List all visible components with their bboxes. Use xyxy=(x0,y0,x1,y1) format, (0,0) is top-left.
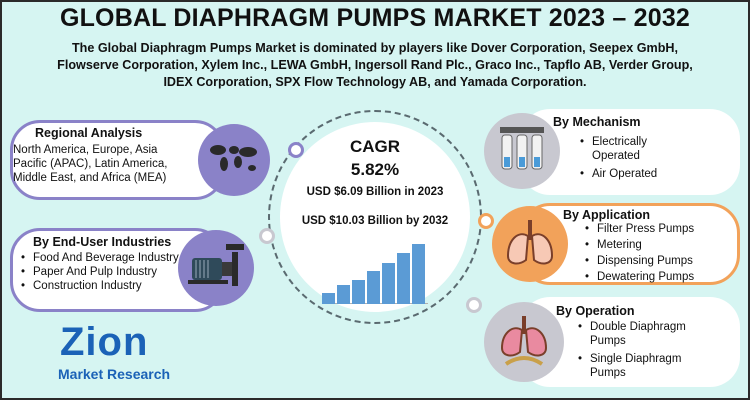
end-user-item: Paper And Pulp Industry xyxy=(21,265,194,279)
regional-line: Pacific (APAC), Latin America, xyxy=(13,158,168,170)
subtitle: The Global Diaphragm Pumps Market is dom… xyxy=(20,40,730,91)
subtitle-line: The Global Diaphragm Pumps Market is dom… xyxy=(71,41,679,55)
chart-bar xyxy=(382,263,395,304)
application-heading: By Application xyxy=(563,208,651,222)
chart-bar xyxy=(367,271,380,304)
application-item: Metering xyxy=(585,238,723,252)
logo-word: Zion xyxy=(60,320,149,364)
application-list-wrap: Filter Press Pumps Metering Dispensing P… xyxy=(583,222,723,284)
chart-bar xyxy=(412,244,425,304)
pump-motor-icon xyxy=(178,230,254,306)
operation-heading: By Operation xyxy=(556,304,635,318)
application-item: Dewatering Pumps xyxy=(585,270,723,284)
chart-bar xyxy=(352,280,365,304)
end-user-item: Construction Industry xyxy=(21,279,194,293)
connector-dot-right xyxy=(478,213,494,229)
operation-list-wrap: Double Diaphragm Pumps Single Diaphragm … xyxy=(576,320,706,380)
mechanism-heading: By Mechanism xyxy=(553,115,641,129)
mechanism-list: Electrically Operated Air Operated xyxy=(578,135,698,181)
application-item: Filter Press Pumps xyxy=(585,222,723,236)
cagr-value: 5.82% xyxy=(350,160,400,179)
connector-dot-left xyxy=(259,228,275,244)
logo-tagline: Market Research xyxy=(58,366,171,382)
connector-dot-top xyxy=(288,142,304,158)
value-2032: USD $10.03 Billion by 2032 xyxy=(301,215,449,227)
operation-item: Single Diaphragm Pumps xyxy=(578,352,706,380)
world-map-icon xyxy=(198,124,270,196)
end-user-item: Food And Beverage Industry xyxy=(21,251,194,265)
subtitle-line: IDEX Corporation, SPX Flow Technology AB… xyxy=(163,75,587,89)
chart-bar xyxy=(322,293,335,304)
lungs-icon xyxy=(492,206,568,282)
application-item: Dispensing Pumps xyxy=(585,254,723,268)
mechanism-item: Air Operated xyxy=(580,167,698,181)
chart-bar xyxy=(337,285,350,304)
mechanism-item: Electrically Operated xyxy=(580,135,698,163)
regional-text: North America, Europe, Asia Pacific (APA… xyxy=(13,143,223,185)
regional-line: Middle East, and Africa (MEA) xyxy=(13,172,167,184)
regional-heading: Regional Analysis xyxy=(35,126,143,140)
filter-system-icon xyxy=(484,113,560,189)
mechanism-list-wrap: Electrically Operated Air Operated xyxy=(578,135,698,181)
regional-line: North America, Europe, Asia xyxy=(13,144,158,156)
lungs-diaphragm-icon xyxy=(484,302,564,382)
end-user-list: Food And Beverage Industry Paper And Pul… xyxy=(19,251,194,293)
end-user-list-wrap: Food And Beverage Industry Paper And Pul… xyxy=(19,251,194,293)
end-user-card: By End-User Industries Food And Beverage… xyxy=(10,228,225,312)
application-list: Filter Press Pumps Metering Dispensing P… xyxy=(583,222,723,284)
operation-list: Double Diaphragm Pumps Single Diaphragm … xyxy=(576,320,706,380)
growth-bar-chart xyxy=(322,238,428,304)
chart-bar xyxy=(397,253,410,304)
connector-dot-bottom xyxy=(466,297,482,313)
value-2023: USD $6.09 Billion in 2023 xyxy=(306,186,444,198)
end-user-heading: By End-User Industries xyxy=(33,235,172,249)
subtitle-line: Flowserve Corporation, Xylem Inc., LEWA … xyxy=(57,58,693,72)
cagr-label: CAGR xyxy=(349,137,401,156)
regional-analysis-card: Regional Analysis North America, Europe,… xyxy=(10,120,225,200)
page-title: GLOBAL DIAPHRAGM PUMPS MARKET 2023 – 203… xyxy=(59,4,691,32)
logo: Zion Market Research xyxy=(58,320,188,386)
operation-item: Double Diaphragm Pumps xyxy=(578,320,706,348)
